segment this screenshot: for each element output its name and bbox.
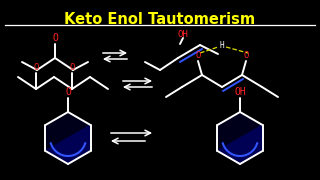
Text: O: O <box>33 62 39 71</box>
Polygon shape <box>45 125 91 164</box>
Text: H: H <box>220 40 224 50</box>
Text: O: O <box>65 87 71 97</box>
Text: OH: OH <box>234 87 246 97</box>
Text: O: O <box>243 51 249 60</box>
Text: O: O <box>69 62 75 71</box>
Polygon shape <box>218 112 262 164</box>
Polygon shape <box>45 112 91 164</box>
Text: O: O <box>52 33 58 43</box>
Polygon shape <box>218 125 262 164</box>
Text: OH: OH <box>178 30 188 39</box>
Text: O: O <box>195 51 201 60</box>
Text: Keto Enol Tautomerism: Keto Enol Tautomerism <box>64 12 256 27</box>
